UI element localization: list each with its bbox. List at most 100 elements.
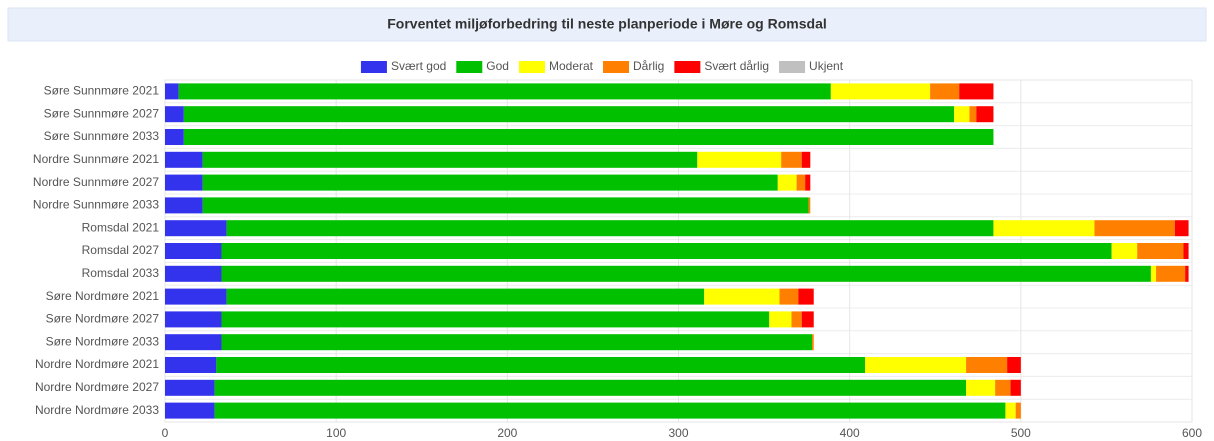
bar-segment bbox=[777, 174, 797, 191]
bar-segment bbox=[214, 402, 1006, 419]
bar-segment bbox=[214, 379, 967, 396]
bar-segment bbox=[165, 197, 203, 214]
y-tick-label: Nordre Sunnmøre 2033 bbox=[33, 198, 159, 212]
bar-segment bbox=[165, 243, 222, 259]
legend-swatch bbox=[674, 61, 701, 73]
bar-segment bbox=[1010, 379, 1021, 396]
bar-segment bbox=[969, 106, 977, 123]
bar-segment bbox=[808, 197, 811, 214]
bar-segment bbox=[1150, 265, 1157, 282]
bar-segment bbox=[966, 357, 1008, 373]
y-tick-label: Nordre Nordmøre 2027 bbox=[35, 380, 159, 394]
y-tick-label: Søre Sunnmøre 2033 bbox=[44, 129, 160, 143]
bar-segment bbox=[1015, 402, 1021, 419]
bar-segment bbox=[798, 288, 814, 305]
y-tick-label: Nordre Sunnmøre 2021 bbox=[33, 152, 159, 166]
bar-segment bbox=[954, 106, 970, 123]
bar-segment bbox=[769, 311, 792, 328]
bar-segment bbox=[779, 288, 799, 305]
bar-segment bbox=[1174, 220, 1189, 237]
legend-swatch bbox=[603, 61, 630, 73]
y-tick-label: Romsdal 2021 bbox=[82, 220, 160, 234]
bar-segment bbox=[1094, 220, 1175, 237]
legend-label: Svært dårlig bbox=[704, 59, 769, 73]
bar-segment bbox=[165, 220, 227, 237]
bar-segment bbox=[993, 220, 1095, 237]
bar-segment bbox=[781, 151, 802, 168]
bar-segment bbox=[221, 265, 1151, 282]
bar-segment bbox=[1156, 265, 1186, 282]
legend-label: Ukjent bbox=[809, 59, 844, 73]
y-tick-label: Nordre Nordmøre 2033 bbox=[35, 403, 159, 417]
bar-segment bbox=[183, 106, 955, 123]
bar-segment bbox=[801, 151, 811, 168]
y-tick-label: Nordre Nordmøre 2021 bbox=[35, 357, 159, 371]
bar-segment bbox=[165, 174, 203, 191]
bar-segment bbox=[165, 334, 222, 351]
bar-segment bbox=[202, 151, 698, 168]
bar-segment bbox=[697, 151, 782, 168]
y-tick-label: Søre Nordmøre 2033 bbox=[46, 334, 160, 348]
y-tick-label: Romsdal 2033 bbox=[82, 266, 160, 280]
x-tick-label: 400 bbox=[840, 426, 860, 440]
bar-segment bbox=[796, 174, 806, 191]
bar-segment bbox=[165, 151, 203, 168]
bar-segment bbox=[704, 288, 780, 305]
bar-segment bbox=[812, 334, 814, 351]
bar-segment bbox=[791, 311, 802, 328]
bar-segment bbox=[165, 379, 215, 396]
bar-segment bbox=[865, 357, 967, 373]
bar-segment bbox=[226, 288, 705, 305]
chart-title: Forventet miljøforbedring til neste plan… bbox=[387, 16, 827, 32]
bar-segment bbox=[165, 265, 222, 282]
bar-segment bbox=[165, 402, 215, 419]
legend-swatch bbox=[456, 61, 483, 73]
legend-label: Svært god bbox=[391, 59, 446, 73]
bar-segment bbox=[1185, 265, 1189, 282]
bar-segment bbox=[1183, 243, 1189, 259]
x-tick-label: 100 bbox=[326, 426, 346, 440]
bar-segment bbox=[1137, 243, 1184, 259]
bar-segment bbox=[966, 379, 996, 396]
bar-segment bbox=[216, 357, 866, 373]
bar-segment bbox=[221, 334, 813, 351]
bar-segment bbox=[1005, 402, 1016, 419]
legend-swatch bbox=[779, 61, 806, 73]
bar-segment bbox=[1111, 243, 1138, 259]
legend-label: God bbox=[486, 59, 509, 73]
bar-segment bbox=[959, 83, 994, 100]
y-tick-label: Søre Nordmøre 2021 bbox=[46, 289, 160, 303]
bar-segment bbox=[226, 220, 994, 237]
legend-label: Dårlig bbox=[633, 59, 664, 73]
bar-segment bbox=[221, 243, 1112, 259]
bar-segment bbox=[801, 311, 814, 328]
bar-segment bbox=[178, 83, 831, 100]
bar-segment bbox=[221, 311, 770, 328]
legend-swatch bbox=[360, 61, 387, 73]
legend-label: Moderat bbox=[549, 59, 594, 73]
bar-segment bbox=[165, 357, 217, 373]
bar-segment bbox=[165, 129, 184, 145]
x-tick-label: 600 bbox=[1182, 426, 1202, 440]
x-tick-label: 300 bbox=[668, 426, 688, 440]
y-tick-label: Romsdal 2027 bbox=[82, 243, 160, 257]
bar-segment bbox=[165, 106, 184, 123]
bar-segment bbox=[805, 174, 811, 191]
bar-segment bbox=[183, 129, 994, 145]
title-bar bbox=[7, 7, 1207, 42]
bar-segment bbox=[165, 311, 222, 328]
bar-segment bbox=[1007, 357, 1021, 373]
y-tick-label: Søre Nordmøre 2027 bbox=[46, 312, 160, 326]
x-tick-label: 0 bbox=[162, 426, 169, 440]
bar-segment bbox=[202, 197, 809, 214]
bar-segment bbox=[995, 379, 1011, 396]
bar-segment bbox=[930, 83, 960, 100]
legend-swatch bbox=[518, 61, 545, 73]
x-tick-label: 500 bbox=[1011, 426, 1031, 440]
y-tick-label: Søre Sunnmøre 2027 bbox=[44, 106, 160, 120]
bar-segment bbox=[165, 288, 227, 305]
y-tick-label: Nordre Sunnmøre 2027 bbox=[33, 175, 159, 189]
bar-segment bbox=[202, 174, 778, 191]
